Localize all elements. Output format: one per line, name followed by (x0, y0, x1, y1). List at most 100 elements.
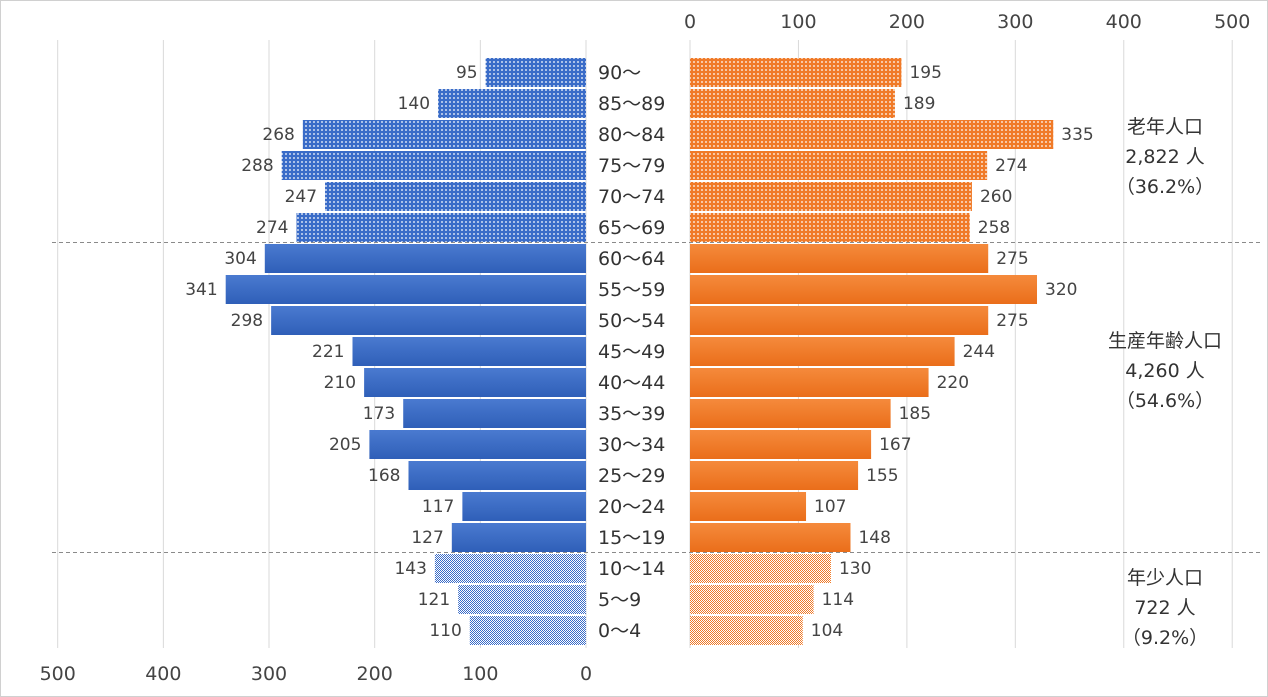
left-bar-value-label: 341 (185, 280, 217, 300)
left-bar (271, 306, 586, 335)
left-bar (485, 58, 586, 87)
right-bar-value-label: 155 (866, 466, 898, 486)
age-group-label: 40～44 (598, 372, 665, 394)
right-bar-value-label: 148 (858, 528, 890, 548)
left-bar-value-label: 304 (224, 249, 256, 269)
right-bar-value-label: 275 (996, 249, 1028, 269)
left-bar (462, 492, 586, 521)
right-axis-tick-label: 500 (1214, 11, 1250, 33)
age-group-label: 45～49 (598, 341, 665, 363)
right-bar (690, 585, 814, 614)
age-group-label: 0～4 (598, 620, 641, 642)
left-bar-value-label: 110 (429, 621, 461, 641)
right-bar-value-label: 195 (909, 63, 941, 83)
right-bar (690, 337, 955, 366)
age-group-label: 15～19 (598, 527, 665, 549)
left-bar-value-label: 247 (285, 187, 317, 207)
right-bar (690, 461, 859, 490)
left-bar-value-label: 288 (241, 156, 273, 176)
age-group-label: 90～ (598, 62, 641, 84)
age-group-label: 10～14 (598, 558, 665, 580)
age-group-label: 25～29 (598, 465, 665, 487)
right-bar (690, 275, 1038, 304)
left-bar-value-label: 140 (398, 94, 430, 114)
group-name-label: 老年人口 (1127, 116, 1203, 138)
right-bar (690, 58, 902, 87)
right-bar-value-label: 167 (879, 435, 911, 455)
right-bar (690, 523, 851, 552)
age-group-label: 60～64 (598, 248, 665, 270)
right-bar-value-label: 274 (995, 156, 1027, 176)
right-axis-tick-label: 100 (780, 11, 816, 33)
age-group-label: 30～34 (598, 434, 665, 456)
right-axis-tick-label: 200 (889, 11, 925, 33)
left-axis-tick-label: 200 (357, 663, 393, 685)
left-axis-tick-label: 500 (40, 663, 76, 685)
right-bar-value-label: 104 (811, 621, 843, 641)
right-bar (690, 554, 831, 583)
age-group-label: 70～74 (598, 186, 665, 208)
right-axis-tick-label: 0 (684, 11, 696, 33)
left-axis-tick-label: 100 (462, 663, 498, 685)
left-bar-value-label: 298 (231, 311, 263, 331)
left-bar (264, 244, 586, 273)
right-axis-tick-label: 300 (997, 11, 1033, 33)
left-bar (302, 120, 586, 149)
left-bar-value-label: 121 (418, 590, 450, 610)
right-bar (690, 306, 989, 335)
left-bar (364, 368, 586, 397)
group-share-label: （54.6%） (1116, 390, 1214, 412)
right-bar (690, 213, 970, 242)
right-bar-value-label: 220 (937, 373, 969, 393)
right-bar (690, 616, 803, 645)
age-group-label: 35～39 (598, 403, 665, 425)
age-group-label: 55～59 (598, 279, 665, 301)
right-axis-tick-label: 400 (1106, 11, 1142, 33)
age-group-label: 5～9 (598, 589, 641, 611)
left-axis-tick-label: 0 (580, 663, 592, 685)
group-share-label: （9.2%） (1122, 627, 1208, 649)
left-bar-value-label: 205 (329, 435, 361, 455)
right-bar-value-label: 189 (903, 94, 935, 114)
left-bar (434, 554, 586, 583)
left-bar (403, 399, 586, 428)
left-bar-value-label: 127 (411, 528, 443, 548)
age-group-label: 85～89 (598, 93, 665, 115)
age-group-label: 65～69 (598, 217, 665, 239)
right-bar (690, 182, 972, 211)
left-bar-value-label: 117 (422, 497, 454, 517)
left-bar (325, 182, 586, 211)
left-bar-value-label: 168 (368, 466, 400, 486)
left-bar (296, 213, 586, 242)
left-bar-value-label: 143 (394, 559, 426, 579)
right-bar-value-label: 185 (899, 404, 931, 424)
left-bar-value-label: 95 (456, 63, 478, 83)
right-bar (690, 430, 872, 459)
group-name-label: 年少人口 (1127, 567, 1203, 589)
left-bar-value-label: 173 (363, 404, 395, 424)
right-bar (690, 151, 988, 180)
right-bar-value-label: 130 (839, 559, 871, 579)
left-bar (438, 89, 586, 118)
right-bar (690, 399, 891, 428)
group-share-label: （36.2%） (1116, 176, 1214, 198)
left-bar (369, 430, 586, 459)
left-bar (458, 585, 586, 614)
left-bar-value-label: 210 (324, 373, 356, 393)
left-bar-value-label: 268 (262, 125, 294, 145)
left-axis-tick-label: 400 (145, 663, 181, 685)
right-bar-value-label: 114 (822, 590, 854, 610)
age-group-label: 75～79 (598, 155, 665, 177)
right-bar (690, 368, 929, 397)
right-bar (690, 492, 807, 521)
group-total-label: 722 人 (1134, 597, 1195, 619)
right-bar (690, 89, 895, 118)
right-bar-value-label: 244 (963, 342, 995, 362)
age-group-label: 80～84 (598, 124, 665, 146)
left-bar (281, 151, 586, 180)
age-group-label: 50～54 (598, 310, 665, 332)
left-bar (408, 461, 586, 490)
right-bar-value-label: 335 (1061, 125, 1093, 145)
left-bar-value-label: 221 (312, 342, 344, 362)
left-bar (225, 275, 586, 304)
